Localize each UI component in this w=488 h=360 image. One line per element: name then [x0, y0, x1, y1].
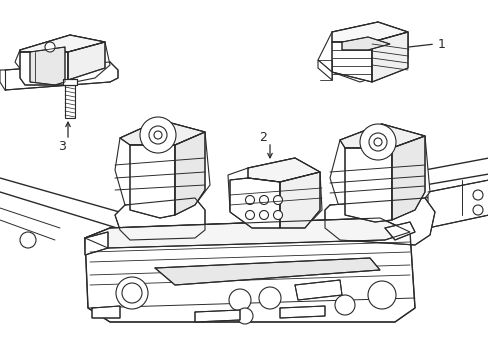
- Polygon shape: [247, 158, 319, 182]
- Polygon shape: [371, 32, 407, 82]
- Polygon shape: [20, 52, 68, 85]
- Circle shape: [149, 126, 167, 144]
- Polygon shape: [280, 306, 325, 318]
- Circle shape: [259, 211, 268, 220]
- Circle shape: [472, 205, 482, 215]
- Polygon shape: [331, 22, 407, 42]
- Polygon shape: [294, 280, 341, 300]
- Polygon shape: [15, 35, 110, 85]
- Polygon shape: [329, 124, 429, 220]
- Polygon shape: [85, 218, 414, 322]
- Circle shape: [116, 277, 148, 309]
- Text: 2: 2: [259, 131, 266, 144]
- Circle shape: [368, 133, 386, 151]
- Circle shape: [140, 117, 176, 153]
- Polygon shape: [155, 258, 379, 285]
- Polygon shape: [317, 60, 331, 80]
- Polygon shape: [68, 42, 105, 80]
- Polygon shape: [30, 47, 65, 85]
- Polygon shape: [339, 124, 424, 148]
- Polygon shape: [0, 62, 118, 90]
- Circle shape: [122, 283, 142, 303]
- Polygon shape: [195, 310, 240, 322]
- Polygon shape: [391, 136, 424, 220]
- Polygon shape: [115, 198, 204, 240]
- Polygon shape: [85, 218, 409, 248]
- Circle shape: [245, 211, 254, 220]
- Polygon shape: [341, 37, 389, 50]
- Polygon shape: [229, 178, 280, 228]
- Text: 3: 3: [58, 140, 66, 153]
- Circle shape: [472, 190, 482, 200]
- Polygon shape: [85, 232, 108, 255]
- Polygon shape: [345, 148, 391, 222]
- Circle shape: [228, 289, 250, 311]
- Polygon shape: [65, 85, 75, 118]
- Text: 1: 1: [437, 37, 445, 50]
- Polygon shape: [331, 42, 371, 82]
- Circle shape: [154, 131, 162, 139]
- Circle shape: [373, 138, 381, 146]
- Polygon shape: [427, 180, 488, 228]
- Circle shape: [359, 124, 395, 160]
- Polygon shape: [317, 22, 407, 82]
- Circle shape: [367, 281, 395, 309]
- Polygon shape: [227, 158, 321, 228]
- Polygon shape: [384, 222, 414, 240]
- Circle shape: [273, 195, 282, 204]
- Circle shape: [259, 195, 268, 204]
- Circle shape: [45, 42, 55, 52]
- Circle shape: [237, 308, 252, 324]
- Circle shape: [20, 232, 36, 248]
- Polygon shape: [92, 306, 120, 318]
- Polygon shape: [175, 132, 204, 215]
- Circle shape: [273, 211, 282, 220]
- Circle shape: [259, 287, 281, 309]
- Circle shape: [245, 195, 254, 204]
- Polygon shape: [130, 145, 175, 218]
- Polygon shape: [280, 172, 319, 228]
- Polygon shape: [20, 35, 105, 52]
- Polygon shape: [115, 120, 209, 215]
- Polygon shape: [63, 79, 77, 85]
- Polygon shape: [120, 120, 204, 145]
- Circle shape: [334, 295, 354, 315]
- Polygon shape: [325, 198, 434, 245]
